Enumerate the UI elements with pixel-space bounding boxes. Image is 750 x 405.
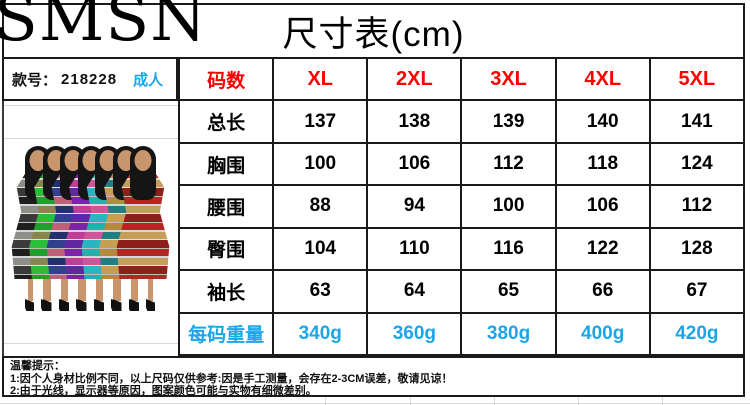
model-leg bbox=[148, 277, 153, 301]
size-cell: 128 bbox=[648, 226, 746, 272]
product-colorway-collage bbox=[6, 146, 178, 314]
size-cell: 66 bbox=[554, 269, 651, 314]
size-cell: 106 bbox=[554, 184, 651, 229]
model-leg bbox=[45, 277, 51, 301]
size-column-header: 码数 bbox=[177, 56, 275, 102]
size-column-header: XL bbox=[272, 56, 369, 102]
size-cell: 112 bbox=[460, 141, 557, 187]
size-cell: 141 bbox=[648, 99, 746, 144]
tips-title: 温馨提示： bbox=[10, 360, 65, 372]
model-face bbox=[117, 150, 134, 171]
size-cell: 88 bbox=[272, 184, 369, 229]
size-column-header: 4XL bbox=[554, 56, 651, 102]
high-heel bbox=[130, 299, 139, 311]
audience-badge: 成人 bbox=[133, 71, 164, 89]
high-heel bbox=[25, 299, 34, 311]
size-cell: 65 bbox=[460, 269, 557, 314]
size-cell: 122 bbox=[554, 226, 651, 272]
size-column-header: 2XL bbox=[366, 56, 463, 102]
gridline bbox=[325, 397, 326, 405]
gridline bbox=[410, 397, 411, 405]
size-cell: 400g bbox=[554, 311, 651, 357]
size-cell: 340g bbox=[272, 311, 369, 357]
size-cell: 106 bbox=[366, 141, 463, 187]
size-cell: 380g bbox=[460, 311, 557, 357]
high-heel bbox=[95, 299, 104, 311]
size-cell: 140 bbox=[554, 99, 651, 144]
size-cell: 104 bbox=[272, 226, 369, 272]
weight-row: 每码重量 340g 360g 380g 400g 420g bbox=[177, 311, 746, 357]
model-leg bbox=[115, 277, 121, 301]
gridline bbox=[0, 403, 750, 404]
row-label: 臀围 bbox=[177, 226, 275, 272]
tips-line-1: 1:因个人身材比例不同，以上尺码仅供参考:因是手工测量，会存在2-3CM误差，敬… bbox=[10, 372, 453, 385]
size-column-header: 3XL bbox=[460, 56, 557, 102]
row-label: 腰围 bbox=[177, 184, 275, 229]
model-face bbox=[47, 150, 64, 171]
high-heel bbox=[146, 299, 155, 311]
size-cell: 137 bbox=[272, 99, 369, 144]
model-face bbox=[134, 150, 152, 171]
model-figure-red-gold bbox=[111, 146, 175, 314]
size-cell: 94 bbox=[366, 184, 463, 229]
size-cell: 139 bbox=[460, 99, 557, 144]
sheet-left-border bbox=[2, 57, 4, 397]
model-face bbox=[64, 150, 82, 171]
table-row: 袖长 63 64 65 66 67 bbox=[177, 269, 746, 314]
table-row: 腰围 88 94 100 106 112 bbox=[177, 184, 746, 229]
high-heel bbox=[42, 299, 52, 311]
size-cell: 138 bbox=[366, 99, 463, 144]
table-row: 臀围 104 110 116 122 128 bbox=[177, 226, 746, 272]
row-label: 袖长 bbox=[177, 269, 275, 314]
size-cell: 67 bbox=[648, 269, 746, 314]
high-heel bbox=[112, 299, 122, 311]
table-row: 总长 137 138 139 140 141 bbox=[177, 99, 746, 144]
row-label: 每码重量 bbox=[177, 311, 275, 357]
size-table: 码数 XL 2XL 3XL 4XL 5XL 总长 137 138 139 140… bbox=[177, 56, 746, 357]
model-face bbox=[82, 150, 99, 171]
tips-line-2: 2:由于光线，显示器等原因，图案颜色可能与实物有细微差别。 bbox=[10, 385, 317, 397]
gridline bbox=[4, 105, 178, 106]
size-cell: 118 bbox=[554, 141, 651, 187]
gridline bbox=[4, 138, 178, 139]
gridline bbox=[4, 343, 178, 344]
size-cell: 124 bbox=[648, 141, 746, 187]
row-label: 总长 bbox=[177, 99, 275, 144]
style-number-cell: 款号： 218228 成人 bbox=[2, 57, 178, 101]
table-row: 胸围 100 106 112 118 124 bbox=[177, 141, 746, 187]
high-heel bbox=[60, 299, 69, 311]
high-heel bbox=[77, 299, 87, 311]
size-cell: 100 bbox=[460, 184, 557, 229]
size-cell: 420g bbox=[648, 311, 746, 357]
model-leg bbox=[80, 277, 86, 301]
model-leg bbox=[63, 277, 68, 301]
style-number-value: 218228 bbox=[61, 70, 118, 88]
gridline bbox=[662, 397, 663, 405]
page-title: 尺寸表(cm) bbox=[282, 14, 465, 54]
tips-panel: 温馨提示： 1:因个人身材比例不同，以上尺码仅供参考:因是手工测量，会存在2-3… bbox=[2, 356, 745, 397]
gridline bbox=[494, 397, 495, 405]
gridline bbox=[578, 397, 579, 405]
model-face bbox=[29, 150, 47, 171]
table-header-row: 码数 XL 2XL 3XL 4XL 5XL bbox=[177, 56, 746, 102]
size-cell: 116 bbox=[460, 226, 557, 272]
brand-logo: SMSN bbox=[0, 0, 208, 56]
size-cell: 64 bbox=[366, 269, 463, 314]
size-cell: 63 bbox=[272, 269, 369, 314]
size-cell: 110 bbox=[366, 226, 463, 272]
size-column-header: 5XL bbox=[648, 56, 746, 102]
model-face bbox=[99, 150, 117, 171]
model-leg bbox=[133, 277, 138, 301]
row-label: 胸围 bbox=[177, 141, 275, 187]
size-cell: 100 bbox=[272, 141, 369, 187]
size-cell: 360g bbox=[366, 311, 463, 357]
model-leg bbox=[28, 277, 33, 301]
style-number-label: 款号： bbox=[12, 71, 58, 89]
size-cell: 112 bbox=[648, 184, 746, 229]
model-leg bbox=[98, 277, 103, 301]
